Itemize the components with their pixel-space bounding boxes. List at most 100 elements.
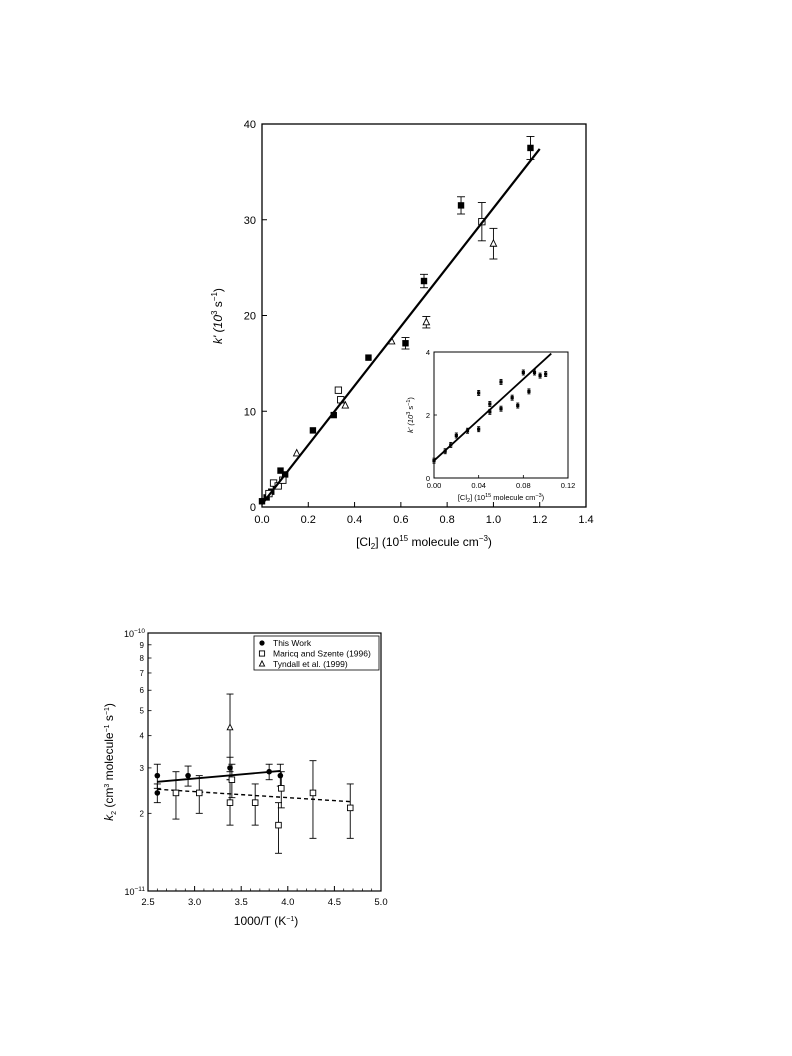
x-tick-label: 0.6 [393,514,408,526]
x-tick-label: 0.0 [254,514,269,526]
y-minor-tick-label: 4 [140,732,145,741]
data-point [278,785,285,792]
x-tick-label: 3.0 [188,897,201,908]
inset-data-point [488,410,492,414]
inset-y-ticks: 0 2 4 [426,348,437,483]
data-point [258,498,266,505]
data-point [341,400,350,409]
data-point [346,804,354,812]
x-tick-label: 4.5 [328,897,341,908]
data-point [172,789,180,797]
y-minor-tick-label: 3 [140,764,145,773]
y-tick-label: 10 [244,406,256,418]
top-x-axis-label: [Cl2] (1015 molecule cm−3) [356,534,492,551]
data-point [275,821,282,829]
fit-line-solid [157,770,281,783]
bottom-x-axis-label: 1000/T (K−1) [234,914,298,928]
y-minor-tick-label: 8 [140,654,145,663]
data-point [228,776,236,783]
top-x-ticks: 0.0 0.2 0.4 0.6 0.8 1.0 1.2 1.4 [254,502,594,526]
data-point [309,789,317,797]
bottom-chart: 10−10 10−11 9 8 7 6 5 4 3 2 2.5 3.0 3.5 4.0 4.5 5.0 k2… [102,628,388,928]
x-tick-label: 5.0 [374,897,387,908]
inset-x-axis-label: [Cl2] (1015 molecule cm−3) [458,493,545,504]
top-y-ticks: 0 10 20 30 40 [244,119,267,514]
data-point [292,448,301,457]
x-tick-label: 1.0 [486,514,501,526]
inset-data-point [521,370,525,375]
data-point [251,799,259,806]
inset-x-tick-label: 0.12 [561,481,576,490]
inset-data-point [516,403,520,408]
inset-fit-line [433,352,552,462]
bottom-data-points [153,693,354,854]
inset-x-ticks: 0.00 0.04 0.08 0.12 [427,475,576,490]
x-tick-label: 0.8 [439,514,454,526]
bottom-x-ticks: 2.5 3.0 3.5 4.0 4.5 5.0 [141,886,388,908]
data-point [422,317,431,326]
data-point [196,789,203,797]
y-tick-label: 20 [244,311,256,323]
inset-y-tick-label: 4 [426,348,430,357]
inset-chart: 0 2 4 0.00 0.04 0.08 0.12 k' (103 s−1) [Cl2] … [406,348,575,504]
inset-data-point [432,459,436,463]
data-point [226,799,234,806]
data-point [420,277,428,285]
x-tick-label: 3.5 [235,897,248,908]
y-tick-label: 30 [244,215,256,227]
inset-x-tick-label: 0.00 [427,481,442,490]
data-point [330,411,337,419]
inset-data-point [510,396,514,400]
fit-line-dashed [157,788,351,803]
data-point [489,238,498,247]
legend-marker [258,659,266,667]
inset-y-tick-label: 0 [426,474,430,483]
y-minor-tick-label: 7 [140,669,145,678]
y-major-tick-label: 10−11 [124,886,145,897]
bottom-fit-lines [157,770,351,803]
inset-data-point [454,433,458,438]
y-tick-label: 0 [250,502,256,514]
data-point [185,772,191,779]
inset-data-point [499,380,503,384]
y-minor-tick-label: 9 [140,641,145,650]
inset-y-tick-label: 2 [426,411,430,420]
inset-x-tick-label: 0.04 [471,481,486,490]
legend-box [253,635,380,671]
x-tick-label: 1.2 [532,514,547,526]
inset-data-point [538,374,542,378]
bottom-y-axis-label: k2 (cm3 molecule−1 s−1) [102,703,118,821]
y-minor-tick-label: 6 [140,686,145,695]
data-point [154,790,161,796]
inset-data-point [499,407,503,411]
inset-data-point [527,389,531,393]
inset-data-point [477,391,481,395]
legend-label: Tyndall et al. (1999) [273,659,348,669]
top-y-axis-label: k' (103 s−1) [210,288,225,344]
x-tick-label: 0.4 [347,514,362,526]
bottom-y-ticks: 10−10 10−11 9 8 7 6 5 4 3 2 [124,628,154,897]
data-point [457,202,465,209]
data-point [226,723,234,731]
inset-plot-frame [433,351,569,479]
bottom-plot-frame [147,632,382,892]
data-point [277,467,284,474]
legend-marker [259,640,265,646]
inset-data-point [488,402,492,406]
data-point [365,354,372,361]
data-point [277,772,284,779]
y-minor-tick-label: 5 [140,707,145,716]
top-fit-line [261,148,541,505]
data-point [334,386,343,394]
inset-data-point [477,427,481,431]
data-point [527,144,534,152]
data-point [154,772,161,779]
x-tick-label: 0.2 [301,514,316,526]
inset-data-point [532,370,537,375]
top-data-points [258,135,535,505]
inset-x-tick-label: 0.08 [516,481,531,490]
x-tick-label: 2.5 [141,897,154,908]
